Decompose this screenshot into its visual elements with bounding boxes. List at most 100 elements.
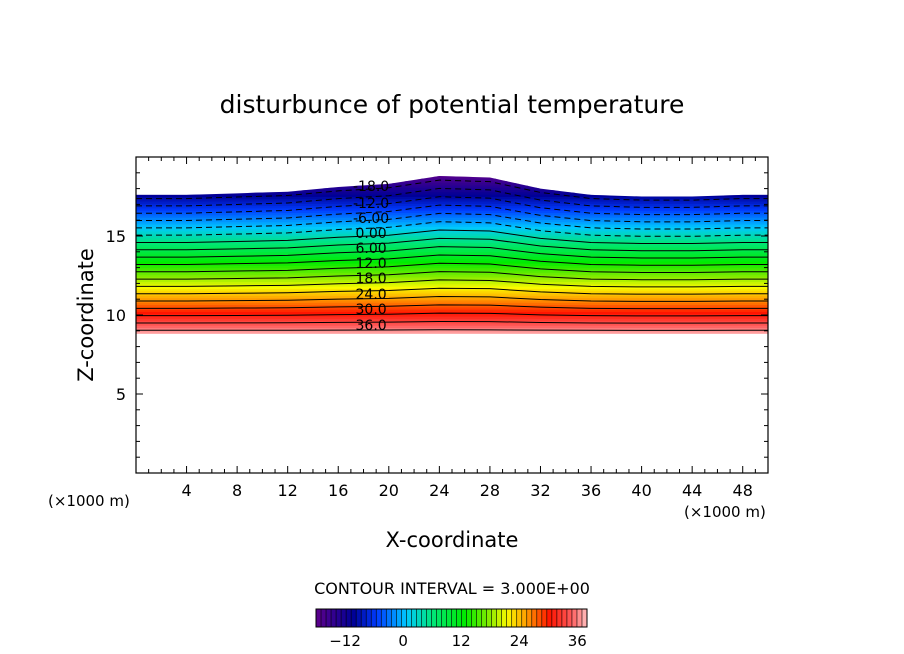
- contour-field: [136, 175, 768, 334]
- contour-line: [136, 237, 768, 252]
- field-band: [136, 307, 768, 311]
- colorbar-cell: [421, 609, 427, 627]
- colorbar-cell: [571, 609, 578, 627]
- colorbar-tick-label: −12: [329, 632, 361, 650]
- x-tick-label: 24: [429, 481, 449, 500]
- field-band: [136, 298, 768, 302]
- field-band: [136, 263, 768, 267]
- y-tick-label: 10: [106, 306, 126, 325]
- y-axis-label: Z-coordinate: [74, 248, 98, 382]
- x-tick-label: 32: [530, 481, 550, 500]
- field-band: [136, 192, 768, 196]
- contour-label: -18.0: [353, 179, 389, 195]
- colorbar-cell: [376, 609, 382, 627]
- contour-line: [136, 271, 768, 281]
- contour-line: [136, 246, 768, 259]
- field-band: [136, 187, 768, 191]
- colorbar-frame: [315, 608, 588, 628]
- field-band: [136, 282, 768, 285]
- field-band: [136, 325, 768, 329]
- colorbar-cell: [411, 609, 417, 627]
- field-band: [136, 210, 768, 214]
- field-band: [136, 224, 768, 228]
- colorbar-cell: [496, 609, 502, 627]
- field-band: [136, 323, 768, 327]
- contour-line: [136, 287, 768, 295]
- field-band: [136, 242, 768, 246]
- colorbar-cell: [431, 609, 437, 627]
- contour-line: [136, 329, 768, 331]
- contour-line: [136, 296, 768, 302]
- y-tick-labels: 5 10 15: [106, 227, 126, 404]
- field-band: [136, 254, 768, 258]
- colorbar-cell: [401, 609, 407, 627]
- colorbar-tick-label: 0: [398, 632, 408, 650]
- contour-line: [136, 254, 768, 266]
- contour-label: 12.0: [356, 256, 387, 272]
- x-tick-label: 8: [232, 481, 242, 500]
- colorbar-cell: [531, 609, 538, 627]
- colorbar-cell: [486, 609, 492, 627]
- field-band: [136, 316, 768, 320]
- contour-label: 36.0: [356, 318, 387, 334]
- field-band: [136, 279, 768, 283]
- contour-line: [136, 279, 768, 288]
- contour-label: -12.0: [353, 196, 389, 212]
- x-tick-labels: 4 8 12 16 20 24 28 32 36 40 44 48: [181, 481, 752, 500]
- colorbar-tick-labels: −12 0 12 24 36: [329, 632, 587, 650]
- colorbar-cell: [316, 609, 322, 627]
- field-band: [136, 265, 768, 269]
- colorbar-cell: [341, 609, 347, 627]
- colorbar-cell: [476, 609, 482, 627]
- contour-label: 0.00: [356, 226, 387, 242]
- x-tick-label: 20: [379, 481, 399, 500]
- x-tick-label: 4: [181, 481, 191, 500]
- colorbar-cell: [511, 609, 518, 627]
- colorbar-cell: [526, 609, 533, 627]
- colorbar-cell: [351, 609, 357, 627]
- colorbar-cell: [456, 609, 462, 627]
- y-unit-label: (×1000 m): [48, 492, 130, 510]
- colorbar-cell: [481, 609, 487, 627]
- contour-label: -6.00: [353, 211, 389, 227]
- contour-interval-label: CONTOUR INTERVAL = 3.000E+00: [314, 579, 590, 598]
- colorbar-cell: [561, 609, 568, 627]
- contour-line: [136, 179, 768, 201]
- colorbar-cell: [396, 609, 402, 627]
- field-band: [136, 215, 768, 219]
- contour-labels: -18.0-12.0-6.000.006.0012.018.024.030.03…: [353, 179, 389, 334]
- colorbar-cell: [581, 609, 588, 627]
- field-band: [136, 208, 768, 212]
- field-band: [136, 231, 768, 235]
- field-band: [136, 176, 768, 180]
- axis-ticks: [136, 157, 768, 473]
- chart-title: disturbunce of potential temperature: [220, 90, 685, 119]
- field-band: [136, 213, 768, 216]
- field-band: [136, 272, 768, 276]
- field-band: [136, 183, 768, 187]
- field-band: [136, 318, 768, 322]
- field-band: [136, 321, 768, 325]
- colorbar-cell: [491, 609, 497, 627]
- field-band: [136, 226, 768, 230]
- field-band: [136, 206, 768, 210]
- colorbar-cell: [546, 609, 553, 627]
- field-band: [136, 295, 768, 299]
- field-band: [136, 300, 768, 304]
- colorbar-tick-label: 24: [510, 632, 529, 650]
- contour-line: [136, 304, 768, 310]
- field-band: [136, 293, 768, 297]
- field-band: [136, 194, 768, 198]
- field-band: [136, 268, 768, 272]
- field-band: [136, 332, 768, 334]
- field-band: [136, 291, 768, 295]
- colorbar-cell: [536, 609, 543, 627]
- colorbar-cell: [501, 609, 508, 627]
- colorbar-cell: [551, 609, 558, 627]
- field-band: [136, 277, 768, 281]
- colorbar-cell: [506, 609, 513, 627]
- colorbar-cell: [426, 609, 432, 627]
- field-band: [136, 288, 768, 292]
- colorbar-cell: [406, 609, 412, 627]
